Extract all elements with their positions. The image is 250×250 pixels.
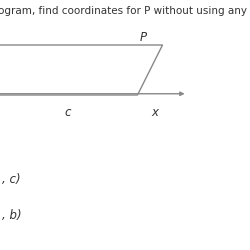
Text: , c): , c) <box>2 174 21 186</box>
Text: x: x <box>152 106 158 119</box>
Text: P: P <box>140 31 147 44</box>
Text: logram, find coordinates for P without using any: logram, find coordinates for P without u… <box>0 6 247 16</box>
Text: , b): , b) <box>2 208 22 222</box>
Text: c: c <box>64 106 71 119</box>
